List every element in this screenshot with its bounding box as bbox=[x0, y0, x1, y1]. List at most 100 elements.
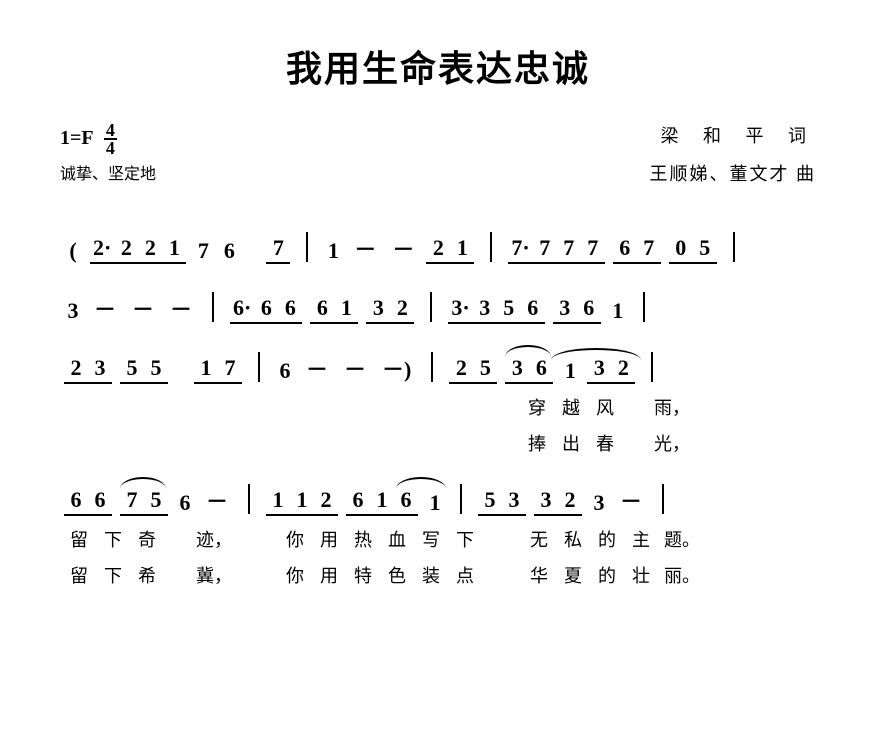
note: 3 bbox=[590, 355, 608, 381]
note: 3· bbox=[451, 295, 469, 321]
barline bbox=[651, 352, 653, 382]
beam-group: 1 1 2 bbox=[266, 487, 338, 516]
note: 0 bbox=[672, 235, 690, 261]
music-line-2: 3 － － － 6· 6 6 6 1 3 2 3· 3 5 6 3 6 1 bbox=[60, 292, 816, 324]
note: 3 bbox=[476, 295, 494, 321]
lyric bbox=[168, 526, 186, 552]
note: 2 bbox=[141, 235, 159, 261]
barline bbox=[460, 484, 462, 514]
lyric: 主 bbox=[628, 526, 654, 552]
beam-group: 3 6 bbox=[505, 355, 553, 384]
composer-credit: 王顺娣、董文才 曲 bbox=[650, 160, 817, 204]
beam-group: 6 7 bbox=[613, 235, 661, 264]
note: 3 bbox=[537, 487, 555, 513]
music-line-3: 2 3 5 5 1 7 6 － － －) 2 5 3 6 1 bbox=[60, 352, 816, 384]
note: 1 bbox=[373, 487, 391, 513]
barline bbox=[431, 352, 433, 382]
beam-group: 6 6 bbox=[64, 487, 112, 516]
lyric: 热 bbox=[350, 526, 376, 552]
note: 7· bbox=[511, 235, 529, 261]
note: 2 bbox=[393, 295, 411, 321]
note: 6 bbox=[532, 355, 550, 381]
lyric: 出 bbox=[558, 430, 584, 456]
lyric: 下 bbox=[100, 562, 126, 588]
lyric: 春 bbox=[592, 430, 618, 456]
time-den: 4 bbox=[104, 140, 117, 156]
meta-row-2: 诚挚、坚定地 王顺娣、董文才 曲 bbox=[60, 160, 816, 204]
beam-group: 3 2 bbox=[534, 487, 582, 516]
lyric: 华 bbox=[526, 562, 552, 588]
lyric: 丽。 bbox=[662, 562, 702, 588]
note: 6 bbox=[616, 235, 634, 261]
note: 1 bbox=[426, 490, 444, 516]
lyric: 雨， bbox=[652, 394, 692, 420]
dash: － bbox=[206, 484, 228, 516]
time-signature: 4 4 bbox=[104, 122, 117, 156]
music-line-4: 6 6 7 5 6 － 1 1 2 6 1 6 1 5 3 3 2 bbox=[60, 484, 816, 516]
dash: － bbox=[620, 484, 642, 516]
note: 1 bbox=[197, 355, 215, 381]
beam-group: 5 5 bbox=[120, 355, 168, 384]
meta-row-1: 1=F 4 4 梁 和 平 词 bbox=[60, 122, 816, 156]
lyric: 写 bbox=[418, 526, 444, 552]
key-label: 1=F bbox=[60, 127, 93, 149]
note: 5 bbox=[500, 295, 518, 321]
music-line-1: ( 2· 2 2 1 7 6 7 1 － － 2 1 7· 7 7 7 6 7 bbox=[60, 232, 816, 264]
beam-group: 2 3 bbox=[64, 355, 112, 384]
note: 2 bbox=[614, 355, 632, 381]
note: 1 bbox=[269, 487, 287, 513]
note: 6 bbox=[257, 295, 275, 321]
beam-group: 5 3 bbox=[478, 487, 526, 516]
lyric: 用 bbox=[316, 526, 342, 552]
lyric-line-4a: 留 下 奇 迹， 你 用 热 血 写 下 无 私 的 主 题。 bbox=[60, 526, 816, 552]
lyric: 壮 bbox=[628, 562, 654, 588]
dash: － bbox=[354, 232, 376, 264]
note: 3 bbox=[64, 298, 82, 324]
note: 2 bbox=[67, 355, 85, 381]
barline bbox=[258, 352, 260, 382]
lyric: 越 bbox=[558, 394, 584, 420]
note: 2 bbox=[452, 355, 470, 381]
note: 5 bbox=[147, 355, 165, 381]
note: 7 bbox=[194, 238, 212, 264]
barline bbox=[212, 292, 214, 322]
note: 6 bbox=[281, 295, 299, 321]
dash: － bbox=[392, 232, 414, 264]
barline bbox=[306, 232, 308, 262]
note: 5 bbox=[696, 235, 714, 261]
note: 7 bbox=[640, 235, 658, 261]
lyric-line-3a: 穿 越 风 雨， bbox=[60, 394, 816, 420]
barline bbox=[430, 292, 432, 322]
barline bbox=[733, 232, 735, 262]
note: 6 bbox=[313, 295, 331, 321]
note: 5 bbox=[123, 355, 141, 381]
lyric: 夏 bbox=[560, 562, 586, 588]
lyric: 点 bbox=[452, 562, 478, 588]
note: 1 bbox=[324, 238, 342, 264]
note: 5 bbox=[476, 355, 494, 381]
lyric: 希 bbox=[134, 562, 160, 588]
lyric: 你 bbox=[282, 562, 308, 588]
lyric-line-4b: 留 下 希 冀， 你 用 特 色 装 点 华 夏 的 壮 丽。 bbox=[60, 562, 816, 588]
barline bbox=[490, 232, 492, 262]
beam-group: 2 1 bbox=[426, 235, 474, 264]
barline bbox=[643, 292, 645, 322]
tie bbox=[396, 477, 446, 489]
note: 3 bbox=[590, 490, 608, 516]
lyric: 捧 bbox=[524, 430, 550, 456]
dash: － bbox=[132, 292, 154, 324]
dash: － bbox=[344, 352, 366, 384]
note: 7 bbox=[221, 355, 239, 381]
key-time: 1=F 4 4 bbox=[60, 122, 117, 156]
note: 6 bbox=[580, 295, 598, 321]
note: 2· bbox=[93, 235, 111, 261]
note: 6 bbox=[524, 295, 542, 321]
lyric: 色 bbox=[384, 562, 410, 588]
jianpu-score: 我用生命表达忠诚 1=F 4 4 梁 和 平 词 诚挚、坚定地 王顺娣、董文才 … bbox=[0, 0, 876, 610]
barline bbox=[248, 484, 250, 514]
note: 1 bbox=[337, 295, 355, 321]
lyric: 血 bbox=[384, 526, 410, 552]
lyric: 特 bbox=[350, 562, 376, 588]
paren-open: ( bbox=[64, 238, 82, 264]
lyric: 用 bbox=[316, 562, 342, 588]
